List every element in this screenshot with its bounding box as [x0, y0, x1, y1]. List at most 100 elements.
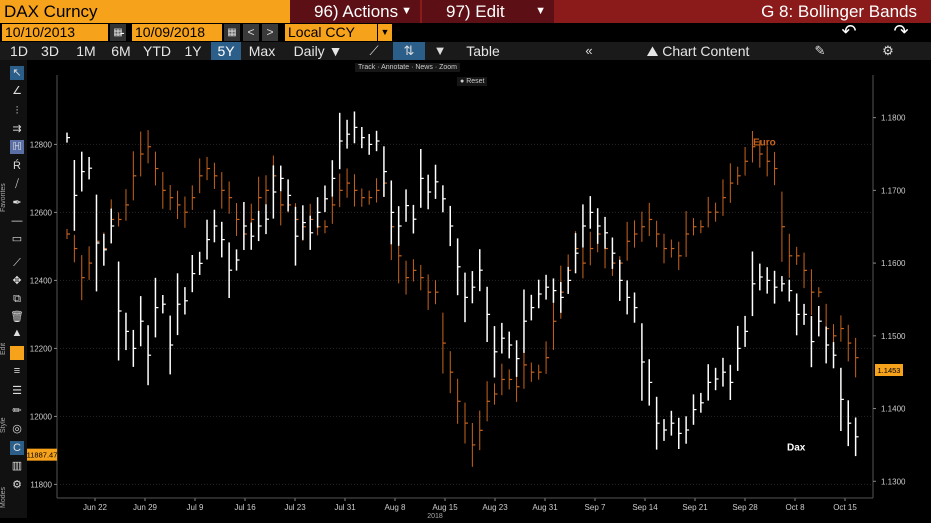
frequency-select[interactable]: Daily ▼ — [287, 42, 349, 60]
zoom-button[interactable]: Zoom — [439, 64, 458, 71]
left-axis-tick-label: 12000 — [30, 412, 53, 421]
currency-select[interactable]: Local CCY — [285, 24, 377, 41]
trash-icon[interactable]: 🗑 — [10, 311, 24, 323]
euro-last-price-box — [875, 364, 903, 376]
function-title: G 8: Bollinger Bands — [761, 2, 917, 21]
price-chart[interactable]: 11800 12000 12200 12400 12600 12800 1.1300 1.14… — [27, 60, 931, 520]
period-1y[interactable]: 1Y — [184, 43, 202, 59]
x-axis-tick-label: Jun 29 — [133, 503, 158, 512]
actions-menu[interactable]: 96) Actions ▼ — [290, 0, 420, 23]
chevron-down-icon[interactable]: ▼ — [433, 43, 447, 58]
x-axis-tick-label: Sep 28 — [732, 503, 758, 512]
right-axis-tick-label: 1.1300 — [881, 477, 906, 486]
chart-content-button[interactable]: ⛰ Chart Content — [642, 42, 754, 60]
pointer-icon[interactable]: ↖ — [10, 66, 24, 80]
x-axis-tick-label: Oct 15 — [833, 503, 857, 512]
line-style-icon[interactable]: ≡ — [13, 365, 21, 377]
chart-content-icon: ⛰ — [646, 43, 659, 59]
calendar-icon[interactable]: ▦ — [110, 24, 126, 41]
period-toolbar: 1D 3D 1M 6M YTD 1Y 5Y Max Daily ▼ ⟋ ⇅ ▼ … — [0, 42, 931, 60]
right-axis-tick-label: 1.1700 — [881, 186, 906, 195]
x-axis-tick-label: Aug 23 — [482, 503, 508, 512]
prev-arrow-icon[interactable]: < — [243, 24, 259, 41]
pen-icon[interactable]: ✒ — [12, 197, 22, 209]
undo-icon[interactable]: ↶ — [841, 21, 857, 41]
period-max[interactable]: Max — [248, 43, 276, 59]
chevron-down-icon: ▼ — [328, 43, 343, 59]
channel-icon[interactable]: ⇉ — [12, 123, 22, 135]
period-ytd[interactable]: YTD — [143, 43, 171, 59]
magnet-icon[interactable]: C — [10, 441, 24, 455]
draw-mode-icon[interactable]: ✏ — [12, 405, 22, 417]
dax-last-price-label: 11887.47 — [27, 451, 57, 460]
x-axis-tick-label: Oct 8 — [785, 503, 805, 512]
reset-label: Reset — [466, 78, 485, 85]
brush-icon[interactable]: ⧸ — [15, 178, 19, 190]
start-date-field[interactable]: 10/10/2013 — [2, 24, 108, 41]
period-6m[interactable]: 6M — [111, 43, 131, 59]
pattern-icon[interactable]: ℍ — [10, 140, 24, 154]
euro-series-label: Euro — [753, 137, 776, 148]
next-arrow-icon[interactable]: > — [262, 24, 278, 41]
chevron-down-icon[interactable]: ▼ — [378, 24, 392, 41]
line-edit-icon[interactable]: ⟋ — [13, 257, 21, 269]
x-axis-tick-label: Sep 7 — [585, 503, 606, 512]
fibonacci-icon[interactable]: ⫶ — [15, 105, 19, 117]
style-label: Style — [0, 417, 7, 433]
favorites-label: Favorites — [0, 183, 7, 212]
left-axis-tick-label: 12200 — [30, 344, 53, 353]
collapse-left-icon[interactable]: « — [585, 43, 593, 58]
date-separator: - — [120, 24, 125, 40]
chart-controls: Track · Annotate · News · Zoom — [355, 63, 461, 72]
snap-icon[interactable]: ◎ — [12, 423, 22, 435]
end-date-field[interactable]: 10/09/2018 — [132, 24, 222, 41]
edit-label: 97) Edit — [446, 2, 505, 21]
left-axis-tick-label: 12400 — [30, 276, 53, 285]
gear-icon[interactable]: ⚙ — [882, 43, 894, 58]
x-axis-tick-label: Aug 15 — [432, 503, 458, 512]
line-tool-icon[interactable]: ∠ — [12, 85, 22, 97]
line-width-icon[interactable]: ☰ — [12, 385, 22, 397]
chevron-down-icon: ▼ — [401, 5, 412, 17]
period-1d[interactable]: 1D — [10, 43, 28, 59]
x-axis-tick-label: Jul 31 — [334, 503, 356, 512]
right-axis-tick-label: 1.1400 — [881, 405, 906, 414]
x-axis-tick-label: Jul 23 — [284, 503, 306, 512]
copy-icon[interactable]: ⧉ — [13, 293, 21, 305]
dax-last-price-box — [27, 448, 57, 461]
ruler-icon[interactable]: ▭ — [11, 233, 23, 245]
news-button[interactable]: News — [415, 64, 433, 71]
left-axis-tick-label: 11800 — [30, 480, 52, 489]
track-button[interactable]: Track — [358, 64, 376, 71]
color-fill-icon[interactable]: ▲ — [11, 327, 23, 339]
chart-mode-icon[interactable]: ▥ — [11, 460, 23, 472]
redo-icon[interactable]: ↷ — [893, 21, 909, 41]
left-axis-tick-label: 12600 — [30, 208, 53, 217]
annotate-button[interactable]: Annotate — [381, 64, 410, 71]
period-3d[interactable]: 3D — [41, 43, 59, 59]
edit-icon[interactable]: ✎ — [814, 43, 826, 58]
x-axis-tick-label: Sep 21 — [682, 503, 708, 512]
right-axis-tick-label: 1.1500 — [881, 332, 906, 341]
bar-chart-icon[interactable]: ⇅ — [393, 42, 425, 60]
move-icon[interactable]: ✥ — [12, 275, 22, 287]
x-axis-tick-label: Jun 22 — [83, 503, 108, 512]
period-5y[interactable]: 5Y — [211, 42, 241, 60]
right-axis-tick-label: 1.1800 — [881, 114, 906, 123]
period-1m[interactable]: 1M — [76, 43, 96, 59]
color-swatch-icon[interactable] — [10, 346, 24, 360]
reset-button[interactable]: ● Reset — [457, 77, 488, 86]
range-bar: 10/10/2013 ▦ - 10/09/2018 ▦ < > Local CC… — [0, 21, 931, 42]
text-tool-icon[interactable]: Ŕ — [13, 160, 21, 172]
minus-icon[interactable]: — — [11, 215, 23, 227]
line-chart-icon[interactable]: ⟋ — [369, 43, 379, 58]
ticker-field[interactable]: DAX Curncy — [0, 0, 290, 23]
calendar-icon[interactable]: ▦ — [224, 24, 240, 41]
x-axis-tick-label: Aug 31 — [532, 503, 558, 512]
edit-menu[interactable]: 97) Edit ▼ — [422, 0, 554, 23]
left-axis-tick-label: 12800 — [30, 140, 53, 149]
drawing-sidebar: Favorites Edit Style Modes ↖ ∠ ⫶ ⇉ ℍ Ŕ ⧸… — [0, 60, 27, 518]
settings-icon[interactable]: ⚙ — [12, 479, 22, 491]
table-button[interactable]: Table — [466, 43, 500, 59]
actions-label: 96) Actions — [314, 2, 399, 21]
